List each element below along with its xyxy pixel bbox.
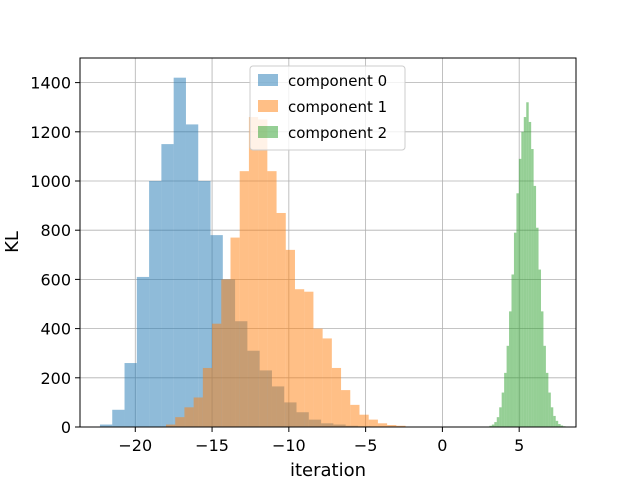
histogram-bar xyxy=(185,124,199,428)
histogram-bar xyxy=(285,249,295,427)
histogram-bar xyxy=(560,425,564,427)
histogram-bar xyxy=(553,415,556,427)
histogram-bars xyxy=(99,77,569,428)
histogram-bar xyxy=(489,425,492,427)
legend-swatch-component-1 xyxy=(258,100,278,112)
histogram-bar xyxy=(528,121,532,428)
histogram-bar xyxy=(533,185,537,427)
histogram-bar xyxy=(506,345,510,427)
y-tick-label: 0 xyxy=(61,418,71,437)
histogram-bar xyxy=(516,193,519,427)
histogram-bar xyxy=(518,158,522,428)
histogram-bar xyxy=(304,291,314,427)
histogram-bar xyxy=(124,363,137,427)
axis-ticks: −20 −15 −10 −5 0 5 0 200 400 600 800 1000 1200 1400 xyxy=(30,74,524,455)
histogram-bar xyxy=(161,144,174,427)
histogram-bar xyxy=(322,338,332,427)
histogram-bar xyxy=(99,424,113,427)
histogram-bar xyxy=(523,117,527,427)
plot-frame xyxy=(79,57,577,428)
histogram-bar xyxy=(377,423,388,427)
histogram-bar xyxy=(555,420,559,427)
histogram-bar xyxy=(540,311,544,427)
histogram-bar xyxy=(230,237,240,427)
legend-label-component-1: component 1 xyxy=(288,98,387,116)
histogram-bar xyxy=(359,414,369,427)
x-tick-label: −5 xyxy=(354,436,378,455)
histogram-bar xyxy=(221,279,231,427)
histogram-bar xyxy=(136,276,150,427)
series-component-2 xyxy=(486,102,569,428)
histogram-bar xyxy=(545,372,549,427)
histogram-bar xyxy=(501,392,505,427)
histogram-bar xyxy=(491,424,495,427)
x-tick-label: −20 xyxy=(118,436,152,455)
histogram-bar xyxy=(258,119,268,427)
legend-frame xyxy=(249,65,406,151)
legend-label-component-0: component 0 xyxy=(288,72,387,90)
histogram-bar xyxy=(350,404,360,427)
histogram-bar xyxy=(558,424,561,427)
histogram-bar xyxy=(548,392,551,427)
histogram-bar xyxy=(331,367,342,427)
y-tick-label: 200 xyxy=(40,369,71,388)
histogram-bar xyxy=(239,171,249,427)
histogram-bar xyxy=(526,102,529,427)
y-tick-label: 800 xyxy=(40,221,71,240)
histogram-bar xyxy=(368,419,378,427)
legend-swatch-component-0 xyxy=(258,74,278,86)
series-component-1 xyxy=(165,117,424,427)
histogram-bar xyxy=(494,422,497,427)
histogram-bar xyxy=(212,323,222,427)
histogram-bar xyxy=(202,367,213,427)
histogram-bar xyxy=(184,407,194,427)
histogram-bar xyxy=(536,227,539,427)
legend-swatch-component-2 xyxy=(258,126,278,138)
y-tick-label: 400 xyxy=(40,320,71,339)
y-tick-label: 1000 xyxy=(30,172,71,191)
histogram-bar xyxy=(543,345,546,427)
histogram-bar xyxy=(175,417,185,427)
histogram-bar xyxy=(531,149,534,427)
histogram-bar xyxy=(149,181,162,427)
histogram-bar xyxy=(513,232,517,427)
y-tick-label: 1400 xyxy=(30,74,71,93)
histogram-bar xyxy=(550,407,554,427)
histogram-bar xyxy=(313,328,323,427)
histogram-bar xyxy=(538,269,541,427)
x-tick-label: 5 xyxy=(514,436,524,455)
legend-label-component-2: component 2 xyxy=(288,124,387,142)
histogram-bar xyxy=(267,171,277,427)
y-tick-label: 1200 xyxy=(30,123,71,142)
histogram-bar xyxy=(165,424,176,427)
legend: component 0 component 1 component 2 xyxy=(249,65,406,151)
histogram-bar xyxy=(511,274,514,427)
x-tick-label: −15 xyxy=(195,436,229,455)
histogram-bar xyxy=(173,77,186,428)
histogram-bar xyxy=(396,425,406,427)
x-axis-label: iteration xyxy=(290,460,366,480)
histogram-bar xyxy=(193,397,203,427)
histogram-bar xyxy=(496,417,500,427)
x-tick-label: 0 xyxy=(437,436,447,455)
histogram-bar xyxy=(248,117,259,427)
y-tick-label: 600 xyxy=(40,270,71,289)
histogram-bar xyxy=(198,181,211,427)
x-tick-label: −10 xyxy=(272,436,306,455)
histogram-bar xyxy=(504,372,507,427)
histogram-bar xyxy=(112,409,125,427)
histogram-bar xyxy=(499,407,502,427)
y-axis-label: KL xyxy=(2,231,23,253)
histogram-bar xyxy=(294,289,305,427)
histogram-bar xyxy=(276,212,286,427)
histogram-bar xyxy=(387,425,397,427)
histogram-bar xyxy=(509,311,512,427)
histogram-bar xyxy=(521,131,524,428)
histogram-bar xyxy=(341,390,351,427)
